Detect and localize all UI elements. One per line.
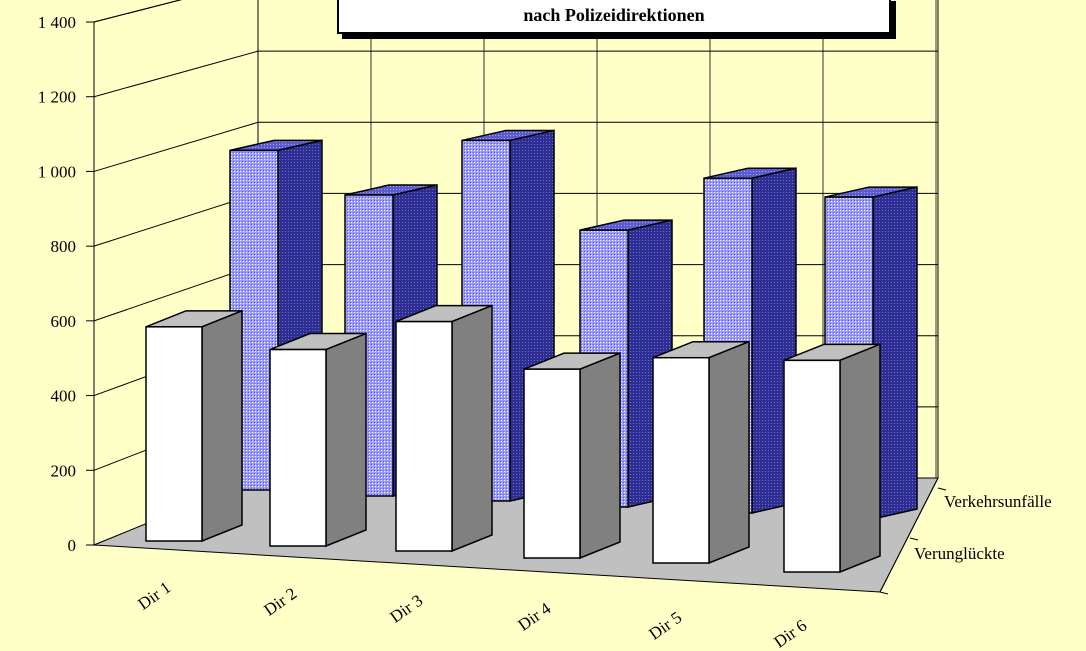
bar-verunglueckte-1 xyxy=(145,309,243,543)
bar-verunglueckte-2-front xyxy=(269,348,327,547)
y-tick-label: 400 xyxy=(51,387,77,406)
bar-verunglueckte-4-front xyxy=(523,368,581,559)
x-tick-mark xyxy=(424,565,426,573)
y-tick-label: 0 xyxy=(68,536,77,555)
x-tick-label: Dir 2 xyxy=(260,584,300,620)
bar-verunglueckte-2 xyxy=(269,332,367,548)
series-label-verkehrsunfaelle: Verkehrsunfälle xyxy=(944,492,1052,511)
bar-verunglueckte-5-front xyxy=(652,356,710,564)
bar-verunglueckte-3 xyxy=(395,304,493,553)
x-tick-label: Dir 1 xyxy=(134,578,174,614)
y-tick-label: 1 400 xyxy=(38,13,76,32)
bar-verunglueckte-6-side xyxy=(839,343,881,574)
x-tick-label: Dir 4 xyxy=(514,598,554,634)
x-tick-mark xyxy=(172,552,174,560)
bar-verunglueckte-2-side xyxy=(325,332,367,548)
x-tick-label: Dir 3 xyxy=(386,591,426,627)
x-tick-mark xyxy=(808,590,810,598)
x-tick-label: Dir 5 xyxy=(645,608,685,644)
series-label-verunglueckte: Verunglückte xyxy=(914,544,1005,563)
y-tick-label: 1 000 xyxy=(38,162,76,181)
chart-title: nach Polizeidirektionen xyxy=(523,5,705,25)
bar-verunglueckte-5 xyxy=(652,340,750,565)
series-axis: Verkehrsunfälle Verunglückte xyxy=(879,477,1052,595)
x-tick-mark xyxy=(683,582,685,590)
y-tick-label: 1 200 xyxy=(38,88,76,107)
x-tick-mark xyxy=(552,573,554,581)
series-axis-line xyxy=(879,477,939,593)
chart-title-box: nach Polizeidirektionen xyxy=(337,0,891,34)
bar-verunglueckte-4-side xyxy=(579,352,621,560)
grid-line-left xyxy=(93,50,259,98)
series-tick xyxy=(909,537,919,541)
bar-verunglueckte-6-front xyxy=(783,359,841,573)
bar-verunglueckte-5-side xyxy=(708,340,750,565)
y-tick-label: 800 xyxy=(51,237,77,256)
series-verunglueckte xyxy=(145,304,881,574)
grid-line-left xyxy=(93,121,259,172)
y-tick-label: 600 xyxy=(51,312,77,331)
bar-verunglueckte-6 xyxy=(783,343,881,574)
y-axis: 0 200 400 600 800 1 000 1 200 1 400 xyxy=(38,13,94,555)
bar-verunglueckte-3-side xyxy=(451,304,493,553)
bar-verunglueckte-3-front xyxy=(395,320,453,552)
y-tick-label: 200 xyxy=(51,461,77,480)
bar-verunglueckte-1-side xyxy=(201,309,243,543)
x-tick-mark xyxy=(298,558,300,566)
x-tick-label: Dir 6 xyxy=(770,616,810,651)
grid-line-left xyxy=(93,0,182,23)
bar-verunglueckte-1-front xyxy=(145,326,203,542)
series-tick xyxy=(879,591,889,595)
bar-verunglueckte-4 xyxy=(523,352,621,560)
series-tick xyxy=(937,487,947,491)
